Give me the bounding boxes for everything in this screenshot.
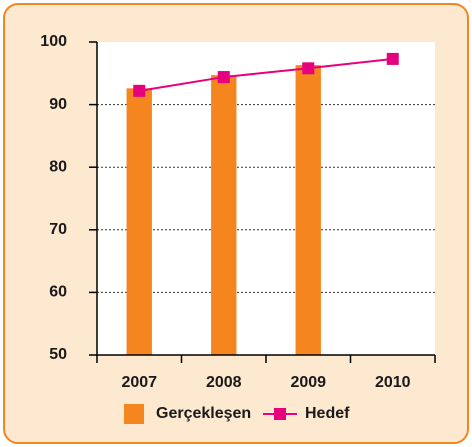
line-marker: [386, 52, 399, 65]
y-tick-label: 90: [49, 96, 67, 113]
legend-label: Hedef: [305, 405, 350, 422]
plot-area: [97, 42, 435, 355]
line-marker: [217, 71, 230, 84]
y-tick-label: 80: [49, 158, 67, 175]
legend-swatch: [274, 408, 286, 420]
line-marker: [133, 84, 146, 97]
bar: [126, 88, 152, 355]
x-tick-label: 2007: [121, 374, 157, 391]
line: [139, 57, 393, 92]
y-tick-label: 50: [49, 346, 67, 363]
line-marker: [302, 62, 315, 75]
x-tick-label: 2010: [375, 374, 411, 391]
x-tick-label: 2009: [290, 374, 326, 391]
y-tick-label: 60: [49, 284, 67, 301]
legend-swatch: [124, 404, 144, 424]
y-tick-label: 70: [49, 221, 67, 238]
legend-label: Gerçekleşen: [156, 405, 251, 422]
bar: [211, 75, 237, 355]
y-tick-label: 100: [40, 33, 67, 50]
x-tick-label: 2008: [206, 374, 242, 391]
bar: [295, 65, 321, 356]
